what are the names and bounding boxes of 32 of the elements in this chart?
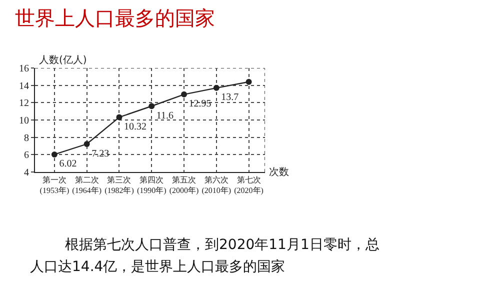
point	[84, 141, 90, 148]
x-tick-label: 第七次 (2020年)	[234, 176, 264, 195]
text: 根据第七次人口普查，到2020年11月1日零时，总	[65, 236, 380, 253]
point	[181, 91, 188, 98]
y-tick-label: 14	[19, 80, 29, 92]
point	[116, 114, 122, 120]
x-tick-label: 第三次 (1982年)	[104, 176, 134, 195]
data-label: 10.32	[124, 121, 146, 132]
point	[246, 78, 252, 85]
point	[148, 103, 155, 110]
data-label: 12.95	[188, 98, 212, 110]
y-tick-label: 4	[24, 168, 29, 178]
y-tick-label: 6	[24, 150, 29, 162]
y-axis-title: 人数(亿人)	[39, 55, 87, 66]
x-tick-label: 第四次 (1990年)	[136, 176, 167, 195]
text: 人口达14.4亿，是世界上人口最多的国家	[30, 259, 286, 275]
data-label: 6.02	[59, 158, 77, 170]
y-tick-label: 10	[19, 116, 29, 126]
point	[51, 151, 58, 158]
data-label: 13.7	[221, 92, 239, 104]
x-axis-title: 次数	[269, 167, 289, 178]
y-tick-label: 16	[19, 64, 29, 74]
data-label: 11.6	[156, 110, 174, 122]
y-tick-label: 12	[19, 98, 29, 110]
chart-title: 世界上人口最多的国家	[15, 6, 215, 30]
x-tick-label: 第六次 (2010年)	[202, 176, 232, 195]
data-label: 7.23	[92, 148, 110, 160]
point	[213, 84, 220, 91]
x-tick-label: 第一次 (1953年)	[40, 176, 70, 195]
x-tick-label: 第五次 (2000年)	[169, 176, 200, 195]
x-tick-label: 第二次 (1964年)	[72, 176, 102, 195]
y-tick-label: 8	[24, 132, 29, 144]
